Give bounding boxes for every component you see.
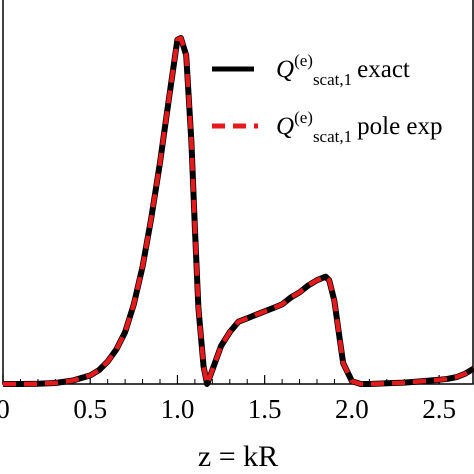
x-tick-label: 0 [0, 394, 10, 424]
x-tick-label: 0.5 [73, 394, 107, 424]
x-tick-label: 1.0 [161, 394, 195, 424]
plot-frame [2, 0, 474, 385]
legend-entry-pole-exp: Q(e)scat,1 pole exp [276, 108, 443, 146]
plot-border [2, 0, 474, 385]
series-line-1 [3, 35, 474, 387]
x-tick-label: 2.0 [335, 394, 369, 424]
series-lines [3, 35, 474, 387]
legend: Q(e)scat,1 exact Q(e)scat,1 pole exp [212, 51, 443, 146]
x-tick-label: 1.5 [248, 394, 282, 424]
x-ticks: 0 0.5 1.0 1.5 2.0 2.5 [0, 375, 456, 424]
legend-entry-exact: Q(e)scat,1 exact [276, 51, 410, 89]
x-tick-label: 2.5 [422, 394, 456, 424]
x-axis-label: z = kR [198, 440, 278, 473]
series-line-0 [3, 35, 474, 387]
